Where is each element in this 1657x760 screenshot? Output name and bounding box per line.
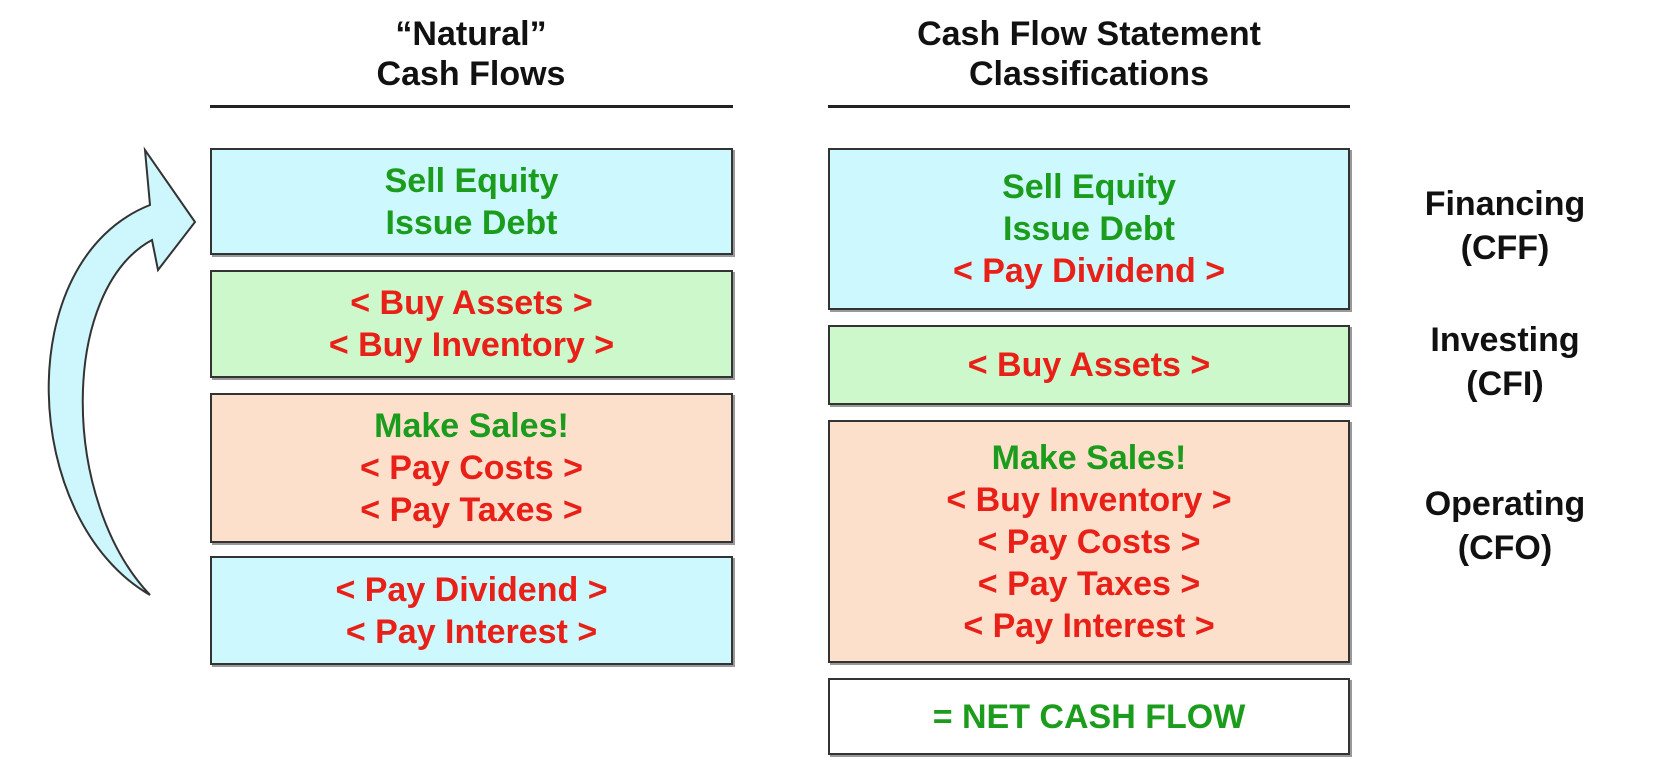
flow-item: < Pay Costs > (977, 522, 1201, 561)
flow-box: Sell Equity Issue Debt (210, 148, 733, 255)
flow-item: < Buy Assets > (967, 346, 1211, 384)
flow-item: < Pay Dividend > (952, 252, 1226, 290)
classification-line: Investing (1430, 321, 1580, 359)
flow-box: Make Sales! < Buy Inventory > < Pay Costs … (828, 420, 1350, 663)
classification-label: Financing (CFF) (1385, 182, 1625, 270)
flow-box: Sell Equity Issue Debt < Pay Dividend > (828, 148, 1350, 310)
flow-item: < Pay Costs > (359, 449, 583, 487)
column-header: “Natural” Cash Flows (171, 14, 771, 94)
flow-item: Issue Debt (1003, 210, 1175, 248)
flow-box: Make Sales! < Pay Costs > < Pay Taxes > (210, 393, 733, 543)
classification-line: (CFF) (1460, 229, 1550, 267)
flow-item: < Buy Inventory > (946, 480, 1232, 519)
flow-box: = NET CASH FLOW (828, 678, 1350, 755)
flow-box: < Pay Dividend > < Pay Interest > (210, 556, 733, 665)
flow-item: < Pay Taxes > (977, 564, 1201, 603)
header-line: Classifications (969, 55, 1209, 93)
right-rule (828, 105, 1350, 108)
flow-item: < Pay Taxes > (360, 491, 583, 529)
flow-item: < Pay Interest > (345, 612, 598, 651)
cycle-arrow (47, 146, 197, 596)
classification-label: Investing (CFI) (1385, 318, 1625, 406)
flow-item: Sell Equity (1002, 168, 1176, 206)
header-line: “Natural” (395, 15, 547, 53)
header-line: Cash Flow Statement (917, 15, 1261, 53)
flow-item: = NET CASH FLOW (932, 697, 1246, 736)
flow-item: < Pay Dividend > (335, 570, 608, 609)
column-header: Cash Flow Statement Classifications (789, 14, 1389, 94)
flow-item: Make Sales! (374, 407, 569, 445)
classification-line: Operating (1424, 485, 1586, 523)
left-rule (210, 105, 733, 108)
flow-box: < Buy Assets > < Buy Inventory > (210, 270, 733, 378)
flow-box: < Buy Assets > (828, 325, 1350, 405)
classification-line: Financing (1424, 185, 1586, 223)
flow-item: Make Sales! (991, 438, 1187, 477)
classification-line: (CFI) (1466, 365, 1544, 403)
classification-label: Operating (CFO) (1385, 482, 1625, 570)
flow-item: Issue Debt (385, 203, 558, 242)
classification-line: (CFO) (1457, 529, 1553, 567)
flow-item: Sell Equity (384, 161, 559, 200)
header-line: Cash Flows (376, 55, 566, 93)
flow-item: < Pay Interest > (963, 606, 1215, 645)
flow-item: < Buy Inventory > (328, 326, 615, 364)
flow-item: < Buy Assets > (350, 284, 593, 322)
